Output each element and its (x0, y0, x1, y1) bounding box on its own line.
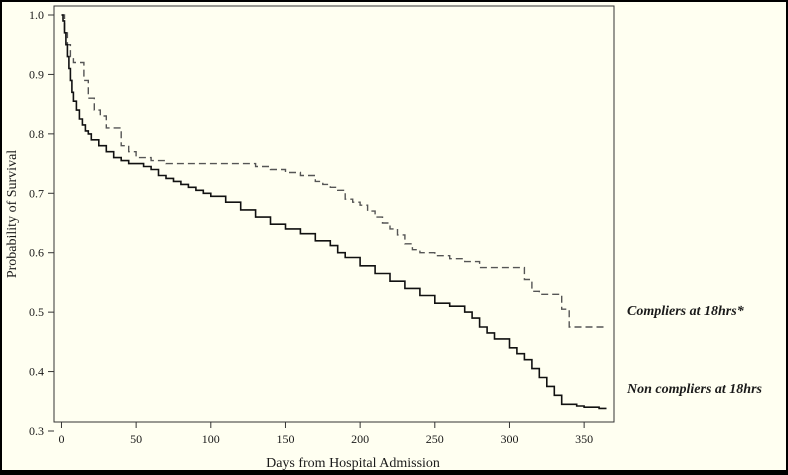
series-line-non-compliers (61, 14, 607, 410)
y-tick-label: 0.9 (29, 67, 44, 81)
x-axis-title: Days from Hospital Admission (266, 456, 440, 470)
y-tick-label: 0.6 (29, 246, 44, 260)
plot-frame (53, 5, 615, 423)
legend-label-non-compliers: Non compliers at 18hrs (626, 382, 763, 397)
x-tick-label: 350 (575, 432, 593, 446)
series-line-compliers (61, 14, 607, 328)
y-tick-label: 0.3 (29, 424, 44, 438)
x-tick-label: 100 (202, 432, 220, 446)
x-tick-label: 300 (500, 432, 518, 446)
legend-label-compliers: Compliers at 18hrs* (627, 304, 745, 319)
x-tick-label: 50 (130, 432, 142, 446)
series-layer (61, 14, 607, 410)
axes: 0 50 100 150 200 250 300 350 0.3 0.4 0.5 0.6 0.7 0.8 0… (29, 5, 615, 446)
x-tick-label: 250 (426, 432, 444, 446)
x-tick-label: 150 (276, 432, 294, 446)
y-tick-label: 0.8 (29, 127, 44, 141)
y-axis-title: Probability of Survival (5, 150, 20, 278)
y-tick-label: 0.5 (29, 305, 44, 319)
x-tick-label: 200 (351, 432, 369, 446)
x-tick-label: 0 (58, 432, 64, 446)
y-tick-label: 1.0 (29, 8, 44, 22)
y-tick-label: 0.4 (29, 365, 44, 379)
y-tick-label: 0.7 (29, 186, 44, 200)
